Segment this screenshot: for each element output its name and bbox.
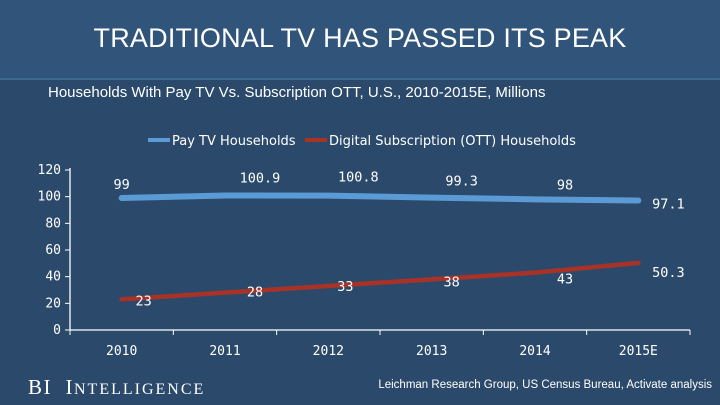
x-tick-label: 2015E xyxy=(619,344,658,359)
chart-legend: Pay TV Households Digital Subscription (O… xyxy=(148,134,576,149)
data-label-pay-tv-households: 98 xyxy=(557,177,573,193)
series-line-digital-subscription-ott-households xyxy=(119,260,641,302)
data-label-digital-subscription-ott-households: 38 xyxy=(444,274,460,290)
legend-label-digital-subscription-ott-households: Digital Subscription (OTT) Households xyxy=(329,134,576,149)
y-tick-label: 0 xyxy=(53,323,61,338)
chart-subtitle: Households With Pay TV Vs. Subscription … xyxy=(48,84,546,101)
y-tick-label: 40 xyxy=(45,270,61,285)
y-tick-label: 60 xyxy=(45,243,61,258)
series-line-pay-tv-households xyxy=(118,192,642,204)
data-label-pay-tv-households: 99 xyxy=(114,177,130,193)
data-label-pay-tv-households: 100.8 xyxy=(338,170,379,186)
chart-data-labels: 99 100.9 100.8 99.3 98 97.1 23 28 33 38 43 50.3 xyxy=(114,170,685,310)
data-label-digital-subscription-ott-households: 28 xyxy=(247,285,263,301)
x-tick-label: 2012 xyxy=(313,344,344,359)
data-label-digital-subscription-ott-households: 23 xyxy=(136,293,152,309)
y-tick-label: 80 xyxy=(45,216,61,231)
legend-label-pay-tv-households: Pay TV Households xyxy=(172,134,296,149)
brand-rest: NTELLIGENCE xyxy=(74,381,206,398)
bi-intelligence-logo: BI INTELLIGENCE xyxy=(28,375,205,400)
data-label-digital-subscription-ott-households: 50.3 xyxy=(652,265,685,281)
x-tick-label: 2013 xyxy=(416,344,447,359)
page-title: TRADITIONAL TV HAS PASSED ITS PEAK xyxy=(93,22,627,53)
data-label-pay-tv-households: 97.1 xyxy=(652,197,685,213)
brand-bi: BI xyxy=(28,375,52,399)
brand-i: I xyxy=(65,375,74,399)
data-label-digital-subscription-ott-households: 33 xyxy=(337,279,353,295)
y-tick-label: 120 xyxy=(38,163,61,178)
source-note: Leichman Research Group, US Census Burea… xyxy=(378,379,712,391)
data-label-pay-tv-households: 100.9 xyxy=(240,170,281,186)
chart-lines xyxy=(118,192,642,302)
x-tick-label: 2011 xyxy=(209,344,240,359)
data-label-digital-subscription-ott-households: 43 xyxy=(557,272,573,288)
y-tick-label: 20 xyxy=(45,296,61,311)
x-tick-label: 2010 xyxy=(106,344,137,359)
title-bar: TRADITIONAL TV HAS PASSED ITS PEAK xyxy=(0,0,720,80)
chart-axes: 0 20 40 60 80 100 120 2010 2011 2012 2013 2014 2015E xyxy=(38,163,691,359)
data-label-pay-tv-households: 99.3 xyxy=(445,174,478,190)
x-tick-label: 2014 xyxy=(519,344,550,359)
y-tick-label: 100 xyxy=(38,190,61,205)
